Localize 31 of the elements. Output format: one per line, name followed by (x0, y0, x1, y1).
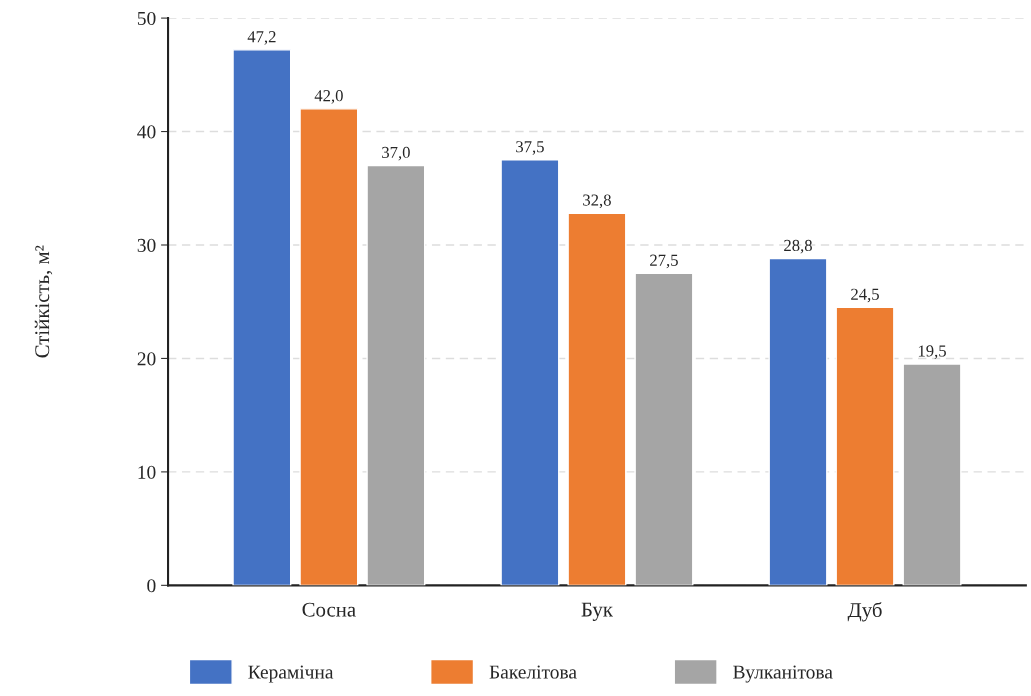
y-tick-label: 0 (147, 579, 156, 593)
data-label: 19,5 (918, 345, 946, 359)
data-label: 42,0 (314, 90, 343, 104)
data-label: 27,5 (650, 254, 678, 269)
y-tick-label: 50 (137, 11, 156, 26)
y-axis-title: Стійкість, м² (34, 245, 53, 358)
data-label: 47,2 (247, 31, 276, 45)
y-tick-label: 40 (137, 125, 156, 139)
x-tick-label: Дуб (847, 602, 882, 622)
bar (835, 306, 895, 586)
bar (299, 108, 359, 586)
bar (366, 164, 426, 586)
y-tick-label: 20 (137, 352, 156, 366)
y-tick-label: 30 (137, 238, 156, 252)
data-label: 24,5 (851, 288, 879, 303)
bar (567, 212, 627, 586)
bar (902, 363, 962, 586)
legend-label: Вулканітова (733, 665, 833, 683)
y-tick-label: 10 (138, 465, 156, 479)
data-label: 37,0 (382, 146, 410, 161)
legend-label: Керамічна (248, 665, 334, 683)
data-label: 32,8 (583, 194, 611, 209)
data-label: 37,5 (516, 141, 544, 155)
bar (634, 272, 694, 586)
x-tick-label: Бук (581, 602, 613, 621)
bar (768, 257, 828, 586)
bar (232, 49, 292, 586)
bar (500, 159, 560, 586)
x-tick-label: Сосна (302, 602, 356, 617)
data-label: 28,8 (784, 239, 812, 254)
legend-label: Бакелітова (489, 665, 577, 679)
